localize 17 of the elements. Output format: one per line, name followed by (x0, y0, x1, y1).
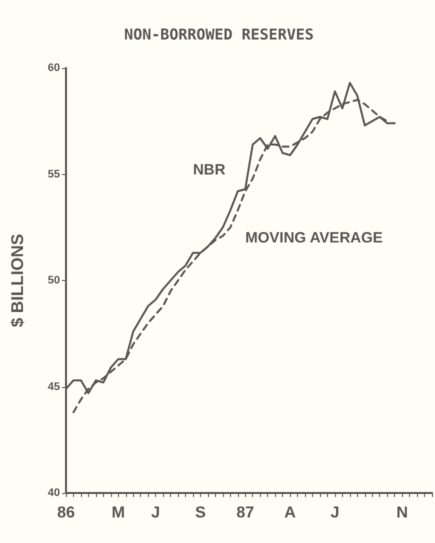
x-tick-label: N (396, 504, 408, 522)
y-tick-label: 40 (48, 487, 60, 499)
x-tick-label: A (284, 504, 296, 522)
y-tick-label: 60 (48, 62, 60, 74)
series-label: MOVING AVERAGE (245, 230, 383, 246)
y-tick-label: 50 (48, 274, 60, 286)
x-tick-label: M (112, 504, 125, 522)
series-label: NBR (192, 162, 226, 178)
y-axis-title: $ BILLIONS (8, 234, 27, 328)
y-tick-label: 45 (48, 380, 60, 393)
x-tick-label: J (151, 504, 160, 522)
x-tick-label: S (195, 504, 206, 522)
chart-title: NON-BORROWED RESERVES (124, 26, 314, 44)
y-tick-label: 55 (48, 168, 60, 180)
x-tick-label: J (330, 504, 340, 522)
x-tick-label: 87 (236, 504, 254, 522)
x-tick-label: 86 (57, 504, 75, 522)
